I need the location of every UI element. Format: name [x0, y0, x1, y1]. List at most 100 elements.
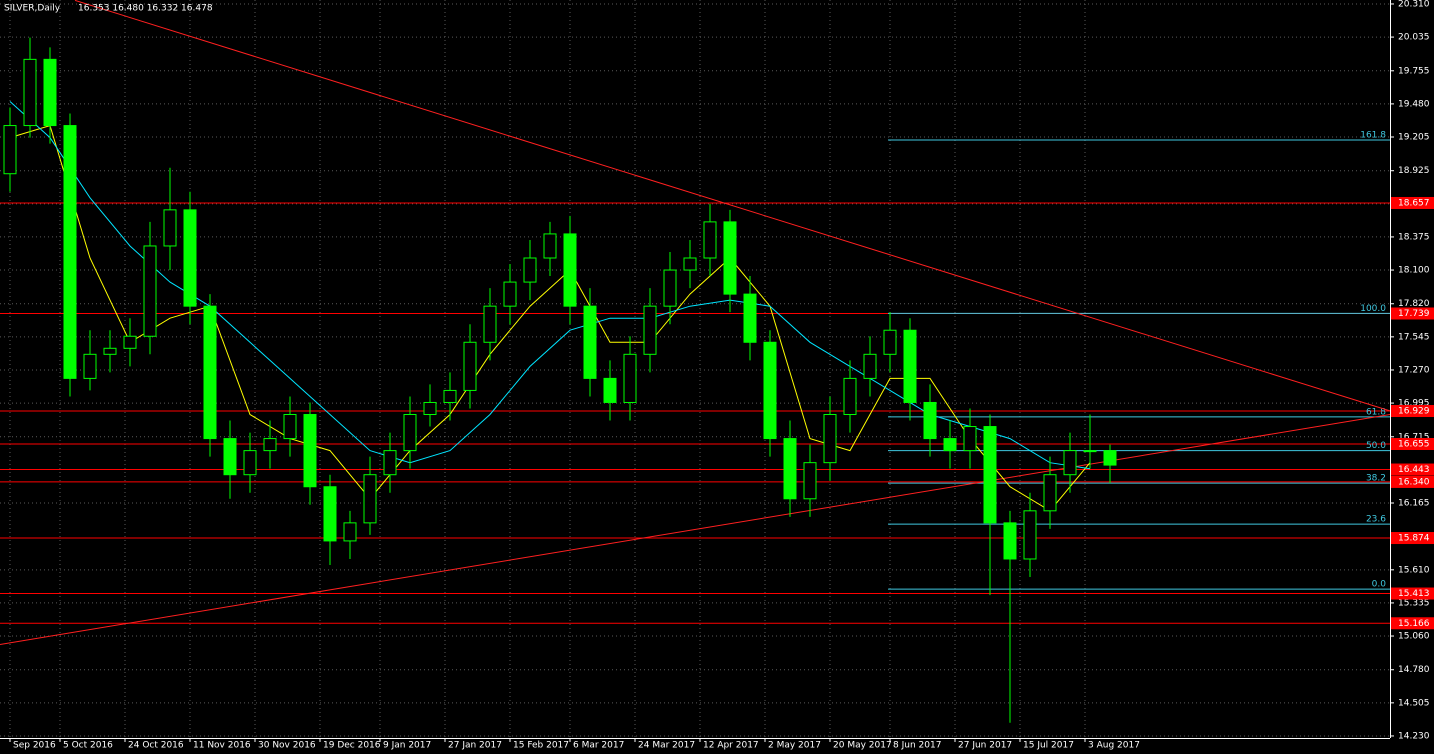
- candle-body: [723, 221, 737, 295]
- x-tick-label: 24 Mar 2017: [638, 741, 695, 751]
- candle-body: [1003, 522, 1017, 560]
- candle-body: [443, 389, 457, 403]
- x-tick-label: 20 May 2017: [833, 741, 892, 751]
- candle-body: [363, 474, 377, 524]
- candle-body: [1103, 450, 1117, 466]
- y-tick-label: 16.995: [1398, 399, 1430, 409]
- level-label: 15.166: [1398, 619, 1430, 629]
- trend-line: [74, 0, 1391, 412]
- candle-body: [603, 377, 617, 403]
- candle-body: [963, 426, 977, 452]
- candle-body: [43, 58, 57, 127]
- candle-body: [183, 209, 197, 307]
- level-label-box: [1391, 475, 1434, 488]
- candle-body: [983, 426, 997, 524]
- x-tick-label: 6 Mar 2017: [573, 741, 624, 751]
- candle-body: [243, 450, 257, 476]
- candle-body: [523, 257, 537, 283]
- y-tick-label: 14.780: [1398, 665, 1430, 675]
- y-tick-label: 16.165: [1398, 498, 1430, 508]
- candle-body: [103, 347, 117, 355]
- y-tick-label: 15.335: [1398, 598, 1430, 608]
- trend-line: [0, 414, 1391, 645]
- level-label-box: [1391, 587, 1434, 600]
- quote: 16.353 16.480 16.332 16.478: [78, 4, 213, 14]
- level-label: 15.413: [1398, 589, 1430, 599]
- level-label: 16.655: [1398, 440, 1430, 450]
- y-tick-label: 18.100: [1398, 266, 1430, 276]
- level-label: 16.929: [1398, 407, 1430, 417]
- level-label-box: [1391, 438, 1434, 451]
- x-tick-label: 11 Nov 2016: [193, 741, 251, 751]
- fib-label: 23.6: [1366, 515, 1386, 525]
- level-label-box: [1391, 196, 1434, 209]
- candle-body: [3, 125, 17, 175]
- y-tick-label: 20.310: [1398, 0, 1430, 9]
- candle-body: [663, 269, 677, 307]
- y-tick-label: 19.205: [1398, 133, 1430, 143]
- candle-body: [503, 281, 517, 307]
- x-tick-label: 5 Oct 2016: [63, 741, 113, 751]
- candle-body: [383, 450, 397, 476]
- y-tick-label: 20.035: [1398, 33, 1430, 43]
- candle-body: [223, 438, 237, 476]
- candle-body: [63, 125, 77, 379]
- y-tick-label: 15.610: [1398, 565, 1430, 575]
- level-label: 18.657: [1398, 198, 1430, 208]
- candle-body: [203, 305, 217, 440]
- y-tick-label: 16.715: [1398, 432, 1430, 442]
- candle-body: [483, 305, 497, 343]
- fib-label: 50.0: [1366, 441, 1386, 451]
- candle-body: [643, 305, 657, 355]
- x-tick-label: 27 Jun 2017: [958, 741, 1012, 751]
- candle-body: [1063, 450, 1077, 476]
- y-tick-label: 17.820: [1398, 299, 1430, 309]
- y-tick-label: 19.480: [1398, 99, 1430, 109]
- y-tick-label: 18.925: [1398, 166, 1430, 176]
- candle-body: [623, 353, 637, 403]
- candle-body: [303, 414, 317, 488]
- candle-body: [543, 233, 557, 259]
- candle-body: [823, 414, 837, 464]
- candle-body: [903, 329, 917, 403]
- candle-body: [943, 438, 957, 452]
- y-tick-label: 17.270: [1398, 365, 1430, 375]
- candle-body: [423, 401, 437, 416]
- x-tick-label: 24 Oct 2016: [128, 741, 184, 751]
- fib-label: 0.0: [1372, 580, 1387, 590]
- x-tick-label: 8 Jun 2017: [893, 741, 941, 751]
- candle-body: [743, 293, 757, 343]
- candle-body: [683, 257, 697, 271]
- y-tick-label: 19.755: [1398, 66, 1430, 76]
- candle-body: [283, 414, 297, 440]
- y-tick-label: 17.545: [1398, 332, 1430, 342]
- candle-body: [143, 245, 157, 337]
- candle-body: [703, 221, 717, 259]
- candle-body: [403, 414, 417, 452]
- x-tick-label: 27 Jan 2017: [448, 741, 502, 751]
- level-label: 17.739: [1398, 309, 1430, 319]
- plot: 161.8 100.0 61.8 50.0 38.2 23.6 0.0: [0, 0, 1391, 723]
- candle-body: [1023, 510, 1037, 560]
- chart-title: SILVER,Daily: [4, 4, 61, 14]
- candle-body: [1043, 474, 1057, 512]
- y-tick-label: 18.375: [1398, 232, 1430, 242]
- level-label: 16.443: [1398, 465, 1430, 475]
- x-tick-label: 9 Jan 2017: [383, 741, 431, 751]
- level-label-box: [1391, 405, 1434, 418]
- candle-body: [803, 462, 817, 500]
- fib-label: 38.2: [1366, 474, 1386, 484]
- candle-body: [843, 377, 857, 416]
- x-tick-label: 2 May 2017: [768, 741, 821, 751]
- y-tick-label: 14.505: [1398, 698, 1430, 708]
- x-tick-label: Sep 2016: [13, 741, 56, 751]
- level-label-box: [1391, 307, 1434, 320]
- candle-body: [123, 335, 137, 349]
- candle-body: [883, 329, 897, 355]
- candle-body: [23, 58, 37, 127]
- fib-label: 61.8: [1366, 407, 1386, 417]
- level-label-box: [1391, 532, 1434, 545]
- level-label-box: [1391, 617, 1434, 630]
